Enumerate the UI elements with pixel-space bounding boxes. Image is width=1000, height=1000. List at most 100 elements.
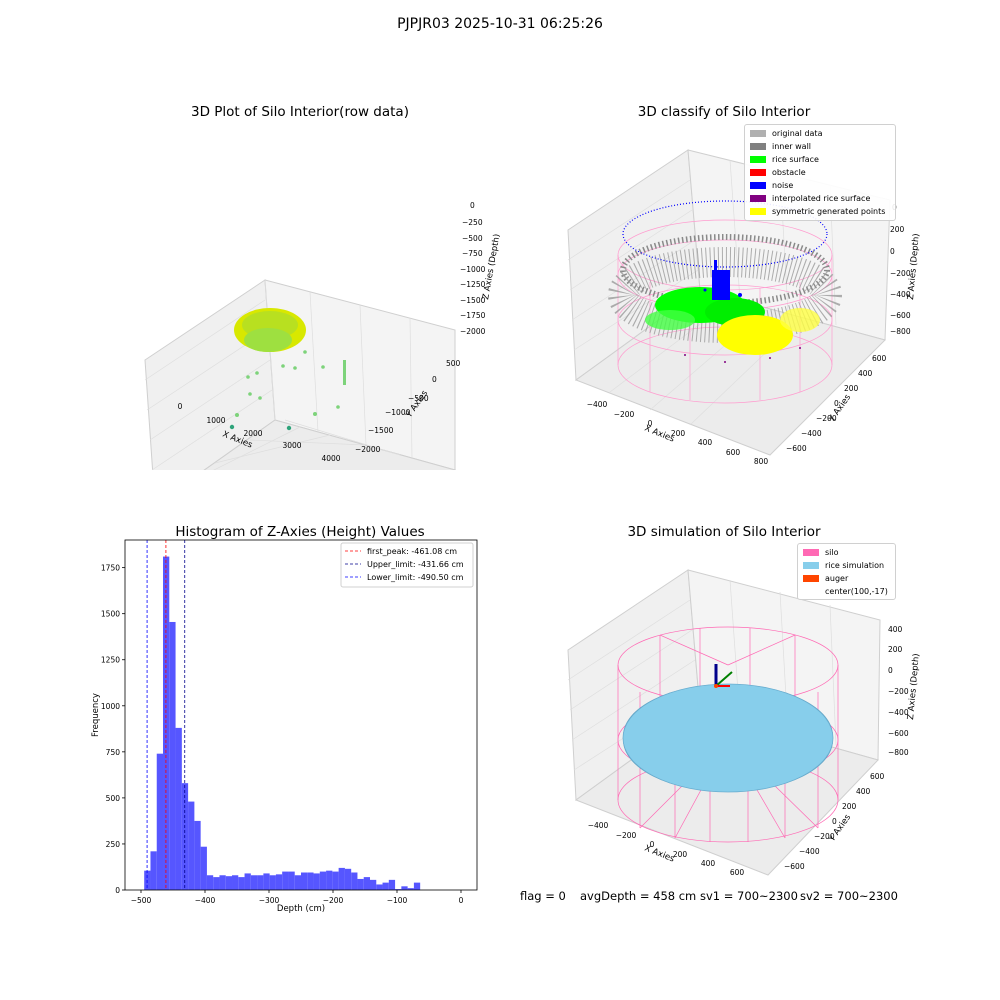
- histogram-bar: [388, 879, 396, 890]
- histogram-legend-label: Upper_limit: -431.66 cm: [367, 560, 464, 569]
- histogram-bar: [206, 875, 214, 890]
- classify-legend-swatch: [750, 208, 766, 215]
- classify-ztick: −600: [890, 311, 911, 320]
- sim-legend-label: silo: [825, 548, 839, 557]
- histogram-title: Histogram of Z-Axies (Height) Values: [175, 524, 425, 540]
- classify-legend-item: noise: [750, 180, 793, 192]
- figure-title: PJPJR03 2025-10-31 06:25:26: [397, 16, 603, 32]
- histogram-legend-box: [340, 542, 474, 588]
- histogram-bar: [219, 875, 226, 890]
- histogram-ytick-label: 0: [115, 886, 120, 895]
- classify-legend-item: obstacle: [750, 167, 806, 179]
- sim-ztick: 200: [888, 645, 903, 654]
- sim-ztick: −600: [888, 729, 909, 738]
- classify-ztick: −800: [890, 327, 911, 336]
- raw-ztick: −1500: [460, 296, 486, 305]
- histogram-bar: [250, 875, 258, 890]
- sim-ztick: −800: [888, 748, 909, 757]
- histogram-xtick-label: 0: [459, 896, 464, 905]
- classify-ztick: −400: [890, 290, 911, 299]
- histogram-legend-label: Lower_limit: -490.50 cm: [367, 573, 464, 582]
- classify-legend-label: inner wall: [772, 142, 812, 151]
- classify-ytick: −400: [801, 429, 822, 438]
- histogram-bar: [395, 889, 402, 890]
- classify-xtick: 800: [754, 457, 769, 466]
- classify-xtick: 400: [698, 438, 713, 447]
- histogram-bar: [326, 870, 333, 890]
- histogram-bar: [307, 872, 314, 890]
- histogram-bar: [257, 875, 264, 890]
- sim-xlabel: X Axies: [643, 844, 676, 865]
- classify-legend-item: original data: [750, 128, 822, 140]
- sim-ytick: 600: [870, 772, 885, 781]
- sim-ztick: −400: [888, 708, 909, 717]
- histogram-xticks: −500 −400 −300 −200 −100 0: [131, 890, 464, 905]
- sim-ytick: 0: [832, 817, 837, 826]
- sv1-text: sv1 = 700~2300: [700, 889, 798, 903]
- classify-legend-label: interpolated rice surface: [772, 194, 871, 203]
- classify-legend-swatch: [750, 169, 766, 176]
- histogram-bar: [301, 872, 308, 890]
- histogram-bar: [150, 851, 157, 890]
- histogram-bar: [232, 875, 239, 890]
- raw-ztick: −1750: [460, 311, 486, 320]
- histogram-bar: [382, 882, 389, 890]
- avg-depth-text: avgDepth = 458 cm: [580, 889, 697, 903]
- histogram-bar: [401, 886, 408, 890]
- sv2-text: sv2 = 700~2300: [800, 889, 898, 903]
- histogram-bar: [238, 877, 245, 890]
- raw-ytick: −2000: [355, 445, 381, 454]
- classify-xtick: 0: [648, 419, 653, 428]
- classify-ytick: 0: [834, 399, 839, 408]
- histogram-bar: [407, 888, 414, 890]
- sim-xtick: −200: [616, 831, 637, 840]
- histogram-bar: [244, 873, 251, 890]
- sim-legend-item: center(100,-17): [803, 586, 888, 598]
- histogram-bar: [225, 876, 233, 890]
- histogram-ytick-label: 1750: [101, 564, 120, 573]
- histogram-bar: [357, 878, 364, 890]
- raw-ztick: −750: [462, 249, 483, 258]
- histogram-bar: [413, 882, 421, 890]
- histogram-bar: [194, 820, 201, 890]
- sim-legend-item: silo: [803, 547, 839, 559]
- histogram-bar: [200, 846, 207, 890]
- classify-legend-item: inner wall: [750, 141, 811, 153]
- histogram-bar: [344, 868, 352, 890]
- histogram-ytick-label: 1250: [101, 656, 120, 665]
- raw-ztick: −2000: [460, 327, 486, 336]
- histogram-bars: [144, 556, 421, 890]
- sim-ytick: −600: [784, 862, 805, 871]
- classify-legend-label: original data: [772, 129, 823, 138]
- simulation-plot-title: 3D simulation of Silo Interior: [627, 524, 821, 540]
- histogram-frame: [124, 539, 478, 891]
- classify-ytick: 400: [858, 369, 873, 378]
- raw-point-cloud: [229, 308, 346, 431]
- raw-ytick: −1500: [368, 426, 394, 435]
- raw-ytick: −1000: [385, 408, 411, 417]
- histogram-bar: [275, 874, 283, 890]
- histogram-ytick-label: 250: [106, 840, 121, 849]
- histogram-yticks: 0 250 500 750 1000 1250 1500 1750: [101, 564, 125, 895]
- raw-ztick: −1250: [460, 280, 486, 289]
- histogram-xtick-label: −100: [387, 896, 408, 905]
- histogram-xtick-label: −400: [195, 896, 216, 905]
- raw-xtick: 3000: [282, 441, 301, 450]
- classify-ytick: −600: [786, 444, 807, 453]
- sim-grid: [567, 579, 837, 771]
- histogram-bar: [288, 871, 295, 890]
- sim-legend-swatch: [803, 575, 819, 582]
- classify-ytick: 200: [844, 384, 859, 393]
- classify-legend-item: symmetric generated points: [750, 206, 885, 218]
- histogram-legend-label: first_peak: -461.08 cm: [367, 547, 457, 556]
- sim-legend-swatch: [803, 549, 819, 556]
- sim-xtick: 0: [650, 840, 655, 849]
- classify-ylabel: Y Axies: [827, 392, 854, 424]
- classify-legend-label: noise: [772, 181, 794, 190]
- histogram-bar: [351, 872, 358, 890]
- classify-ztick: 0: [890, 247, 895, 256]
- histogram-xtick-label: −200: [323, 896, 344, 905]
- classify-legend-swatch: [750, 156, 766, 163]
- classify-ytick: −200: [816, 414, 837, 423]
- sim-xtick: 200: [673, 850, 688, 859]
